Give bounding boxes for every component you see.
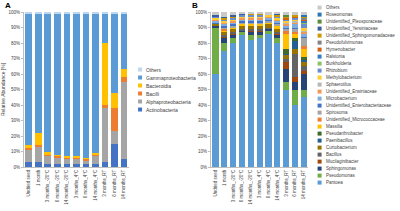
svg-text:Unidentified_Enterobacteriacea: Unidentified_Enterobacteriaceae: [326, 103, 392, 108]
svg-text:Alphaproteobacteria: Alphaproteobacteria: [146, 99, 191, 105]
svg-text:90%: 90%: [198, 25, 207, 30]
svg-text:Unidentified_Sphingomonadaceae: Unidentified_Sphingomonadaceae: [326, 33, 395, 38]
svg-text:70%: 70%: [198, 56, 207, 61]
svg-text:50%: 50%: [11, 87, 20, 92]
svg-text:Pseudomonas: Pseudomonas: [326, 173, 356, 178]
svg-text:0%: 0%: [201, 165, 208, 170]
svg-text:1 month: 1 month: [36, 169, 41, 186]
svg-text:20%: 20%: [198, 134, 207, 139]
svg-text:14 months_4°C: 14 months_4°C: [93, 169, 98, 201]
svg-text:6 months_RT: 6 months_RT: [292, 170, 297, 197]
svg-text:Massilia: Massilia: [326, 124, 343, 129]
svg-text:Curtobacterium: Curtobacterium: [326, 145, 357, 150]
svg-text:Mucilaginibacter: Mucilaginibacter: [326, 159, 359, 164]
svg-text:80%: 80%: [11, 41, 20, 46]
svg-text:Unidentified_Erwiniaceae: Unidentified_Erwiniaceae: [326, 89, 377, 94]
svg-text:40%: 40%: [198, 103, 207, 108]
svg-text:Unidentified_Micrococcaceae: Unidentified_Micrococcaceae: [326, 117, 385, 122]
svg-text:50%: 50%: [198, 87, 207, 92]
svg-text:Actinobacteria: Actinobacteria: [146, 107, 178, 113]
svg-text:60%: 60%: [11, 72, 20, 77]
svg-text:3 months_4°C: 3 months_4°C: [74, 169, 79, 198]
svg-text:Roseomonas: Roseomonas: [326, 12, 353, 17]
svg-text:3 months_4°C: 3 months_4°C: [257, 169, 262, 198]
svg-text:Burkholderia: Burkholderia: [326, 61, 352, 66]
svg-text:30%: 30%: [11, 118, 20, 123]
svg-text:0%: 0%: [14, 165, 21, 170]
svg-text:Pantoea: Pantoea: [326, 180, 343, 185]
svg-text:Others: Others: [146, 67, 162, 73]
svg-text:Unidentified_Yersiniaceae: Unidentified_Yersiniaceae: [326, 26, 378, 31]
svg-text:Ralstonia: Ralstonia: [326, 54, 345, 59]
svg-text:60%: 60%: [198, 72, 207, 77]
svg-text:100%: 100%: [9, 10, 21, 15]
svg-text:Relative Abundance [%]: Relative Abundance [%]: [0, 62, 6, 116]
svg-text:Others: Others: [326, 5, 340, 10]
svg-text:3 months_RT: 3 months_RT: [284, 170, 289, 197]
svg-text:Spirosoma: Spirosoma: [326, 110, 348, 115]
svg-text:6 months_4°C: 6 months_4°C: [83, 169, 88, 198]
svg-text:14 months_-20°C: 14 months_-20°C: [248, 169, 253, 205]
svg-text:Pseudofulvimonas: Pseudofulvimonas: [326, 40, 364, 45]
svg-text:Bacillus: Bacillus: [326, 152, 342, 157]
svg-text:3 months_-20°C: 3 months_-20°C: [45, 169, 50, 202]
svg-text:70%: 70%: [11, 56, 20, 61]
svg-text:Paenibacillus: Paenibacillus: [326, 138, 353, 143]
svg-text:3 months_RT: 3 months_RT: [102, 170, 107, 197]
svg-text:30%: 30%: [198, 118, 207, 123]
svg-text:Unidentified_Pleosporaceae: Unidentified_Pleosporaceae: [326, 19, 383, 24]
svg-text:10%: 10%: [11, 149, 20, 154]
svg-text:80%: 80%: [198, 41, 207, 46]
svg-text:Undried seed: Undried seed: [26, 169, 31, 196]
svg-text:A: A: [5, 1, 11, 10]
svg-text:3 months_-20°C: 3 months_-20°C: [231, 169, 236, 202]
svg-text:40%: 40%: [11, 103, 20, 108]
svg-text:90%: 90%: [11, 25, 20, 30]
svg-text:14 months_RT: 14 months_RT: [121, 170, 126, 200]
svg-text:6 months_-20°C: 6 months_-20°C: [239, 169, 244, 202]
svg-text:Bacteroidia: Bacteroidia: [146, 83, 171, 89]
svg-text:10%: 10%: [198, 149, 207, 154]
svg-text:Pseudarthrobacter: Pseudarthrobacter: [326, 131, 364, 136]
svg-text:14 months_RT: 14 months_RT: [301, 170, 306, 200]
svg-text:Gammaproteobacteria: Gammaproteobacteria: [146, 75, 196, 81]
svg-text:6 months_RT: 6 months_RT: [112, 170, 117, 197]
svg-text:100%: 100%: [196, 10, 208, 15]
svg-text:Bacilli: Bacilli: [146, 91, 159, 97]
svg-text:6 months_-20°C: 6 months_-20°C: [55, 169, 60, 202]
svg-text:Sphaerotilus: Sphaerotilus: [326, 82, 352, 87]
svg-text:14 months_4°C: 14 months_4°C: [275, 169, 280, 201]
svg-text:Undried seed: Undried seed: [213, 169, 218, 196]
svg-text:Sphingomonas: Sphingomonas: [326, 166, 357, 171]
svg-text:1 month: 1 month: [222, 169, 227, 186]
svg-text:Hymenobacter: Hymenobacter: [326, 47, 356, 52]
svg-text:Methylobacterium: Methylobacterium: [326, 75, 362, 80]
svg-text:Microbacterium: Microbacterium: [326, 96, 357, 101]
svg-text:20%: 20%: [11, 134, 20, 139]
svg-text:B: B: [192, 1, 198, 10]
svg-text:6 months_4°C: 6 months_4°C: [266, 169, 271, 198]
svg-text:14 months_-20°C: 14 months_-20°C: [64, 169, 69, 205]
svg-text:Rhizobium: Rhizobium: [326, 68, 348, 73]
